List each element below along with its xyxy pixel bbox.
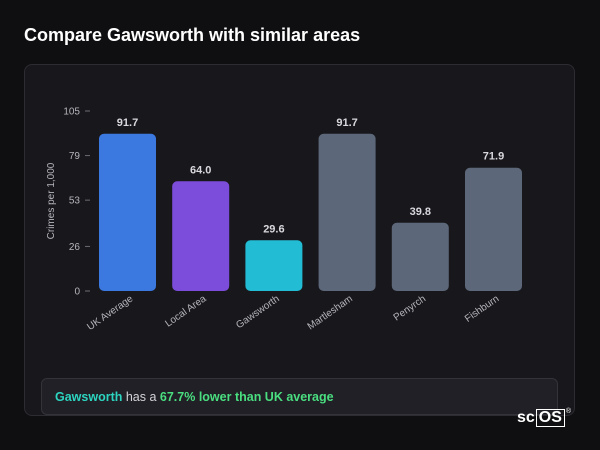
bar-gawsworth[interactable] bbox=[245, 240, 303, 291]
x-tick-label: Local Area bbox=[163, 293, 208, 329]
scos-logo: sc OS ® bbox=[517, 408, 572, 427]
bar-local-area[interactable] bbox=[172, 181, 230, 291]
x-tick-label: Penyrch bbox=[392, 293, 428, 323]
y-tick-label: 53 bbox=[69, 196, 81, 207]
summary-text: has a bbox=[122, 390, 160, 404]
bar-value-label: 29.6 bbox=[263, 223, 284, 235]
bar-uk-average[interactable] bbox=[99, 133, 156, 291]
page-title: Compare Gawsworth with similar areas bbox=[24, 25, 361, 45]
bar-value-label: 91.7 bbox=[117, 117, 138, 129]
summary-banner: Gawsworth has a 67.7% lower than UK aver… bbox=[41, 378, 558, 415]
bar-value-label: 71.9 bbox=[483, 151, 504, 163]
y-tick-label: 0 bbox=[74, 287, 80, 298]
summary-area-name: Gawsworth bbox=[55, 390, 123, 404]
y-tick-label: 79 bbox=[69, 151, 81, 162]
x-tick-label: Fishburn bbox=[463, 293, 501, 324]
bar-fishburn[interactable] bbox=[465, 167, 522, 291]
y-tick-label: 105 bbox=[63, 107, 80, 118]
y-axis-label: Crimes per 1,000 bbox=[46, 162, 57, 239]
summary-comparison: 67.7% lower than UK average bbox=[159, 390, 334, 404]
y-axis: 0 26 53 79 105 bbox=[63, 107, 90, 298]
bars-group: 91.7 UK Average 64.0 Local Area 29.6 Gawswort… bbox=[85, 117, 522, 333]
x-tick-label: Martlesham bbox=[306, 293, 355, 332]
bar-martlesham[interactable] bbox=[318, 133, 376, 291]
bar-value-label: 91.7 bbox=[336, 117, 357, 129]
bar-value-label: 64.0 bbox=[190, 164, 211, 176]
x-tick-label: UK Average bbox=[85, 293, 135, 333]
bar-penyrch[interactable] bbox=[391, 222, 449, 291]
x-tick-label: Gawsworth bbox=[234, 293, 281, 331]
bar-value-label: 39.8 bbox=[410, 206, 431, 218]
y-tick-label: 26 bbox=[69, 242, 81, 253]
